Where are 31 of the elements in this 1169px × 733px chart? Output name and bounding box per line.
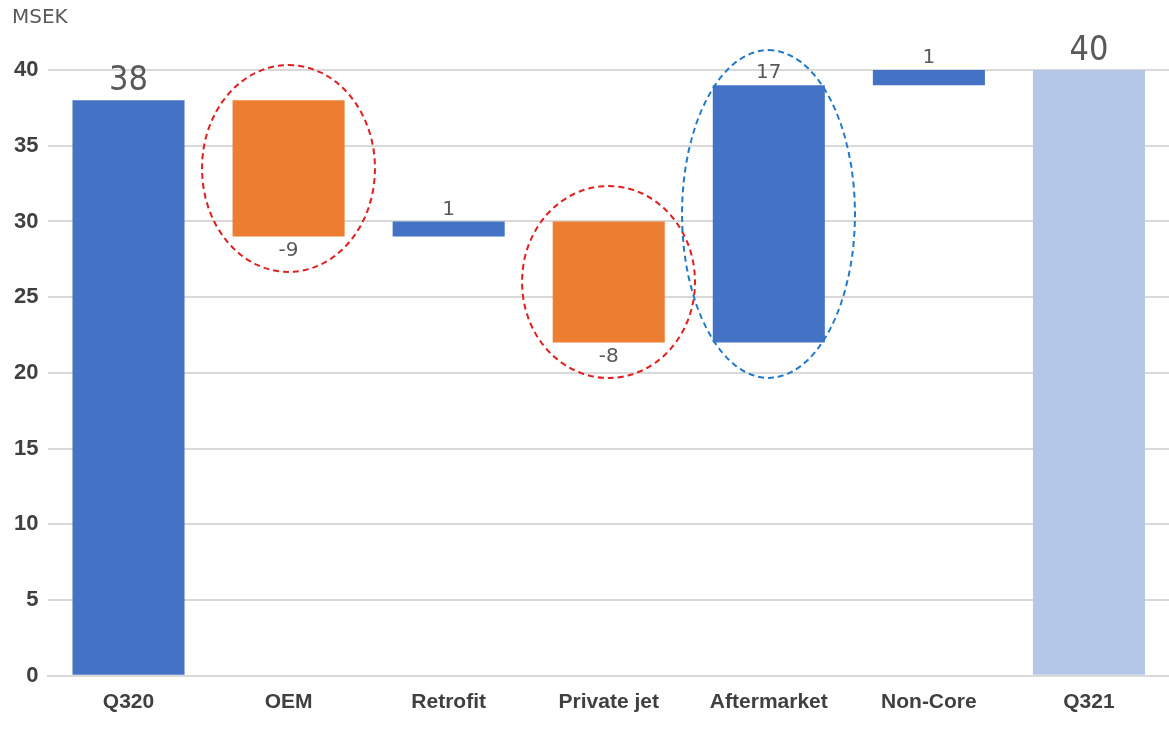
y-tick-label: 5 [26,586,39,612]
y-tick-label: 25 [13,283,39,309]
x-tick-label: Private jet [558,689,659,713]
data-label: 40 [1069,27,1109,68]
x-tick-label: Retrofit [411,689,486,713]
y-tick-label: 40 [13,56,39,82]
bar [1032,70,1145,675]
bar [232,100,345,237]
data-label: 38 [109,58,148,99]
data-label: -9 [278,236,299,261]
bar [712,85,825,343]
bar [872,70,985,86]
x-tick-label: OEM [264,689,313,713]
bar [72,100,185,675]
y-tick-label: 0 [26,661,39,687]
y-tick-label: 35 [13,131,39,157]
y-axis-title: MSEK [12,4,69,29]
data-label: -8 [598,342,619,367]
y-tick-label: 15 [13,434,39,460]
bar [552,221,665,343]
x-tick-label: Q321 [1063,689,1115,713]
y-tick-label: 20 [13,358,39,384]
bar [392,221,505,237]
x-tick-label: Q320 [102,689,155,713]
y-tick-label: 10 [13,510,39,536]
x-tick-label: Non-Core [881,689,977,713]
x-tick-label: Aftermarket [709,689,828,713]
data-label: 17 [756,59,782,84]
data-label: 1 [442,195,456,220]
y-tick-label: 30 [13,207,39,233]
data-label: 1 [922,44,936,69]
